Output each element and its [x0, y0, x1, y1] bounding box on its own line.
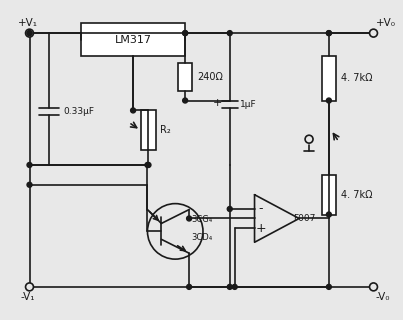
Circle shape	[326, 31, 331, 36]
Circle shape	[27, 182, 32, 187]
Text: -V₁: -V₁	[20, 292, 35, 302]
Circle shape	[27, 31, 32, 36]
Circle shape	[326, 31, 331, 36]
Text: +: +	[255, 221, 266, 235]
Text: +V₁: +V₁	[17, 18, 37, 28]
Circle shape	[227, 284, 232, 289]
Circle shape	[146, 163, 151, 167]
Circle shape	[227, 31, 232, 36]
Circle shape	[25, 283, 33, 291]
Text: 0.33μF: 0.33μF	[63, 108, 94, 116]
Text: 4. 7kΩ: 4. 7kΩ	[341, 190, 372, 200]
Text: -: -	[258, 203, 263, 215]
Text: LM317: LM317	[114, 35, 152, 44]
Circle shape	[227, 206, 232, 212]
Text: 3CG₄: 3CG₄	[191, 215, 212, 224]
Circle shape	[187, 216, 191, 221]
Circle shape	[145, 163, 150, 167]
Circle shape	[326, 212, 331, 217]
Text: +: +	[213, 99, 222, 108]
Bar	[81, 23, 185, 56]
Text: -V₀: -V₀	[376, 292, 390, 302]
Text: F007: F007	[293, 214, 316, 223]
Bar	[322, 56, 336, 100]
Circle shape	[187, 284, 191, 289]
Circle shape	[305, 135, 313, 143]
Circle shape	[131, 108, 135, 113]
Bar	[141, 110, 156, 150]
Circle shape	[27, 31, 32, 36]
Circle shape	[27, 163, 32, 167]
Circle shape	[183, 31, 188, 36]
Circle shape	[326, 98, 331, 103]
Circle shape	[25, 29, 33, 37]
Circle shape	[326, 284, 331, 289]
Circle shape	[370, 29, 378, 37]
Circle shape	[370, 283, 378, 291]
Bar	[322, 175, 336, 214]
Circle shape	[183, 98, 188, 103]
Text: 1μF: 1μF	[240, 100, 256, 109]
Circle shape	[183, 31, 188, 36]
Text: +V₀: +V₀	[376, 18, 395, 28]
Circle shape	[147, 204, 203, 259]
Text: 3CD₄: 3CD₄	[191, 233, 212, 242]
Text: 240Ω: 240Ω	[197, 72, 223, 82]
Circle shape	[232, 284, 237, 289]
Text: R₂: R₂	[160, 125, 171, 135]
Bar	[178, 63, 192, 91]
Text: 4. 7kΩ: 4. 7kΩ	[341, 73, 372, 83]
